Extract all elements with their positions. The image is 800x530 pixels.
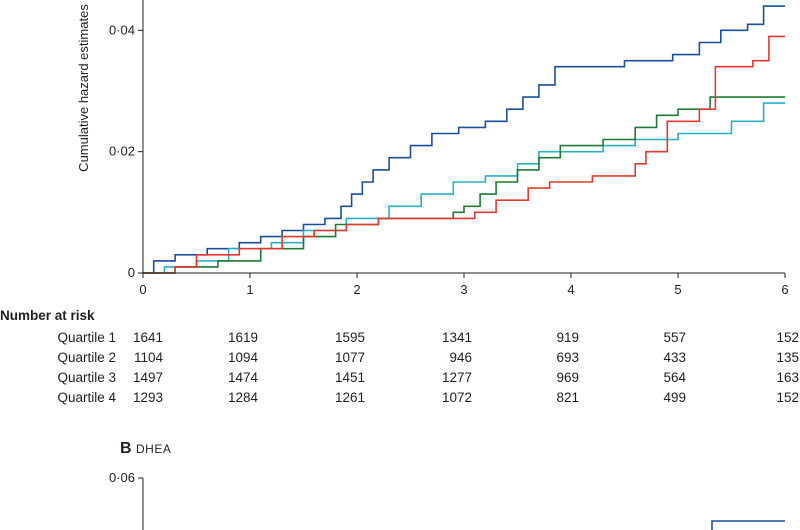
risk-cell: 1497 (132, 370, 163, 385)
risk-cell: 564 (663, 370, 686, 385)
risk-cell: 969 (556, 370, 579, 385)
risk-cell: 1293 (132, 390, 163, 405)
y-tick-label: 0 (128, 265, 135, 280)
risk-cell: 499 (663, 390, 686, 405)
risk-row-label: Quartile 3 (57, 370, 116, 385)
risk-table-header: Number at risk (0, 308, 95, 323)
x-tick-label: 4 (567, 282, 574, 297)
risk-row-label: Quartile 2 (57, 350, 116, 365)
panel-b-title: B DHEA (120, 440, 171, 458)
risk-cell: 163 (776, 370, 799, 385)
risk-cell: 1284 (227, 390, 258, 405)
risk-cell: 1072 (441, 390, 472, 405)
risk-cell: 1277 (441, 370, 472, 385)
risk-cell: 1595 (334, 330, 365, 345)
risk-cell: 693 (556, 350, 579, 365)
risk-cell: 1474 (227, 370, 258, 385)
risk-cell: 1094 (227, 350, 258, 365)
y-axis-label: Cumulative hazard estimates (76, 4, 91, 172)
x-tick-label: 3 (460, 282, 467, 297)
risk-cell: 1641 (132, 330, 163, 345)
risk-cell: 1619 (227, 330, 258, 345)
risk-cell: 1341 (441, 330, 472, 345)
x-tick-label: 0 (139, 282, 146, 297)
x-tick-label: 2 (353, 282, 360, 297)
x-tick-label: 1 (246, 282, 253, 297)
risk-cell: 821 (556, 390, 579, 405)
risk-cell: 1077 (334, 350, 365, 365)
risk-row-label: Quartile 1 (57, 330, 116, 345)
hazard-series-line-1 (143, 5, 785, 274)
hazard-series-line-2 (143, 102, 785, 274)
risk-cell: 919 (556, 330, 579, 345)
panel-b-letter: B (120, 440, 132, 457)
panel-b-name: DHEA (136, 442, 172, 456)
risk-cell: 152 (776, 330, 799, 345)
risk-cell: 433 (663, 350, 686, 365)
x-tick-label: 5 (674, 282, 681, 297)
panel-b-series-line (711, 520, 785, 530)
risk-cell: 152 (776, 390, 799, 405)
risk-cell: 1104 (133, 350, 163, 365)
risk-row-label: Quartile 4 (57, 390, 116, 405)
hazard-series-line-4 (143, 35, 785, 274)
cumulative-hazard-chart: 0 1 2 3 4 5 6 0 0·02 0·04 Cumulative hazard estima… (76, 0, 789, 297)
x-tick-label: 6 (781, 282, 788, 297)
y-tick-label: 0·04 (109, 22, 135, 37)
risk-cell: 135 (776, 350, 799, 365)
risk-cell: 1451 (334, 370, 365, 385)
risk-cell: 1261 (334, 390, 365, 405)
panel-b-y-tick-label: 0·06 (109, 470, 135, 485)
risk-cell: 946 (449, 350, 472, 365)
risk-cell: 557 (663, 330, 686, 345)
y-tick-label: 0·02 (109, 144, 135, 159)
